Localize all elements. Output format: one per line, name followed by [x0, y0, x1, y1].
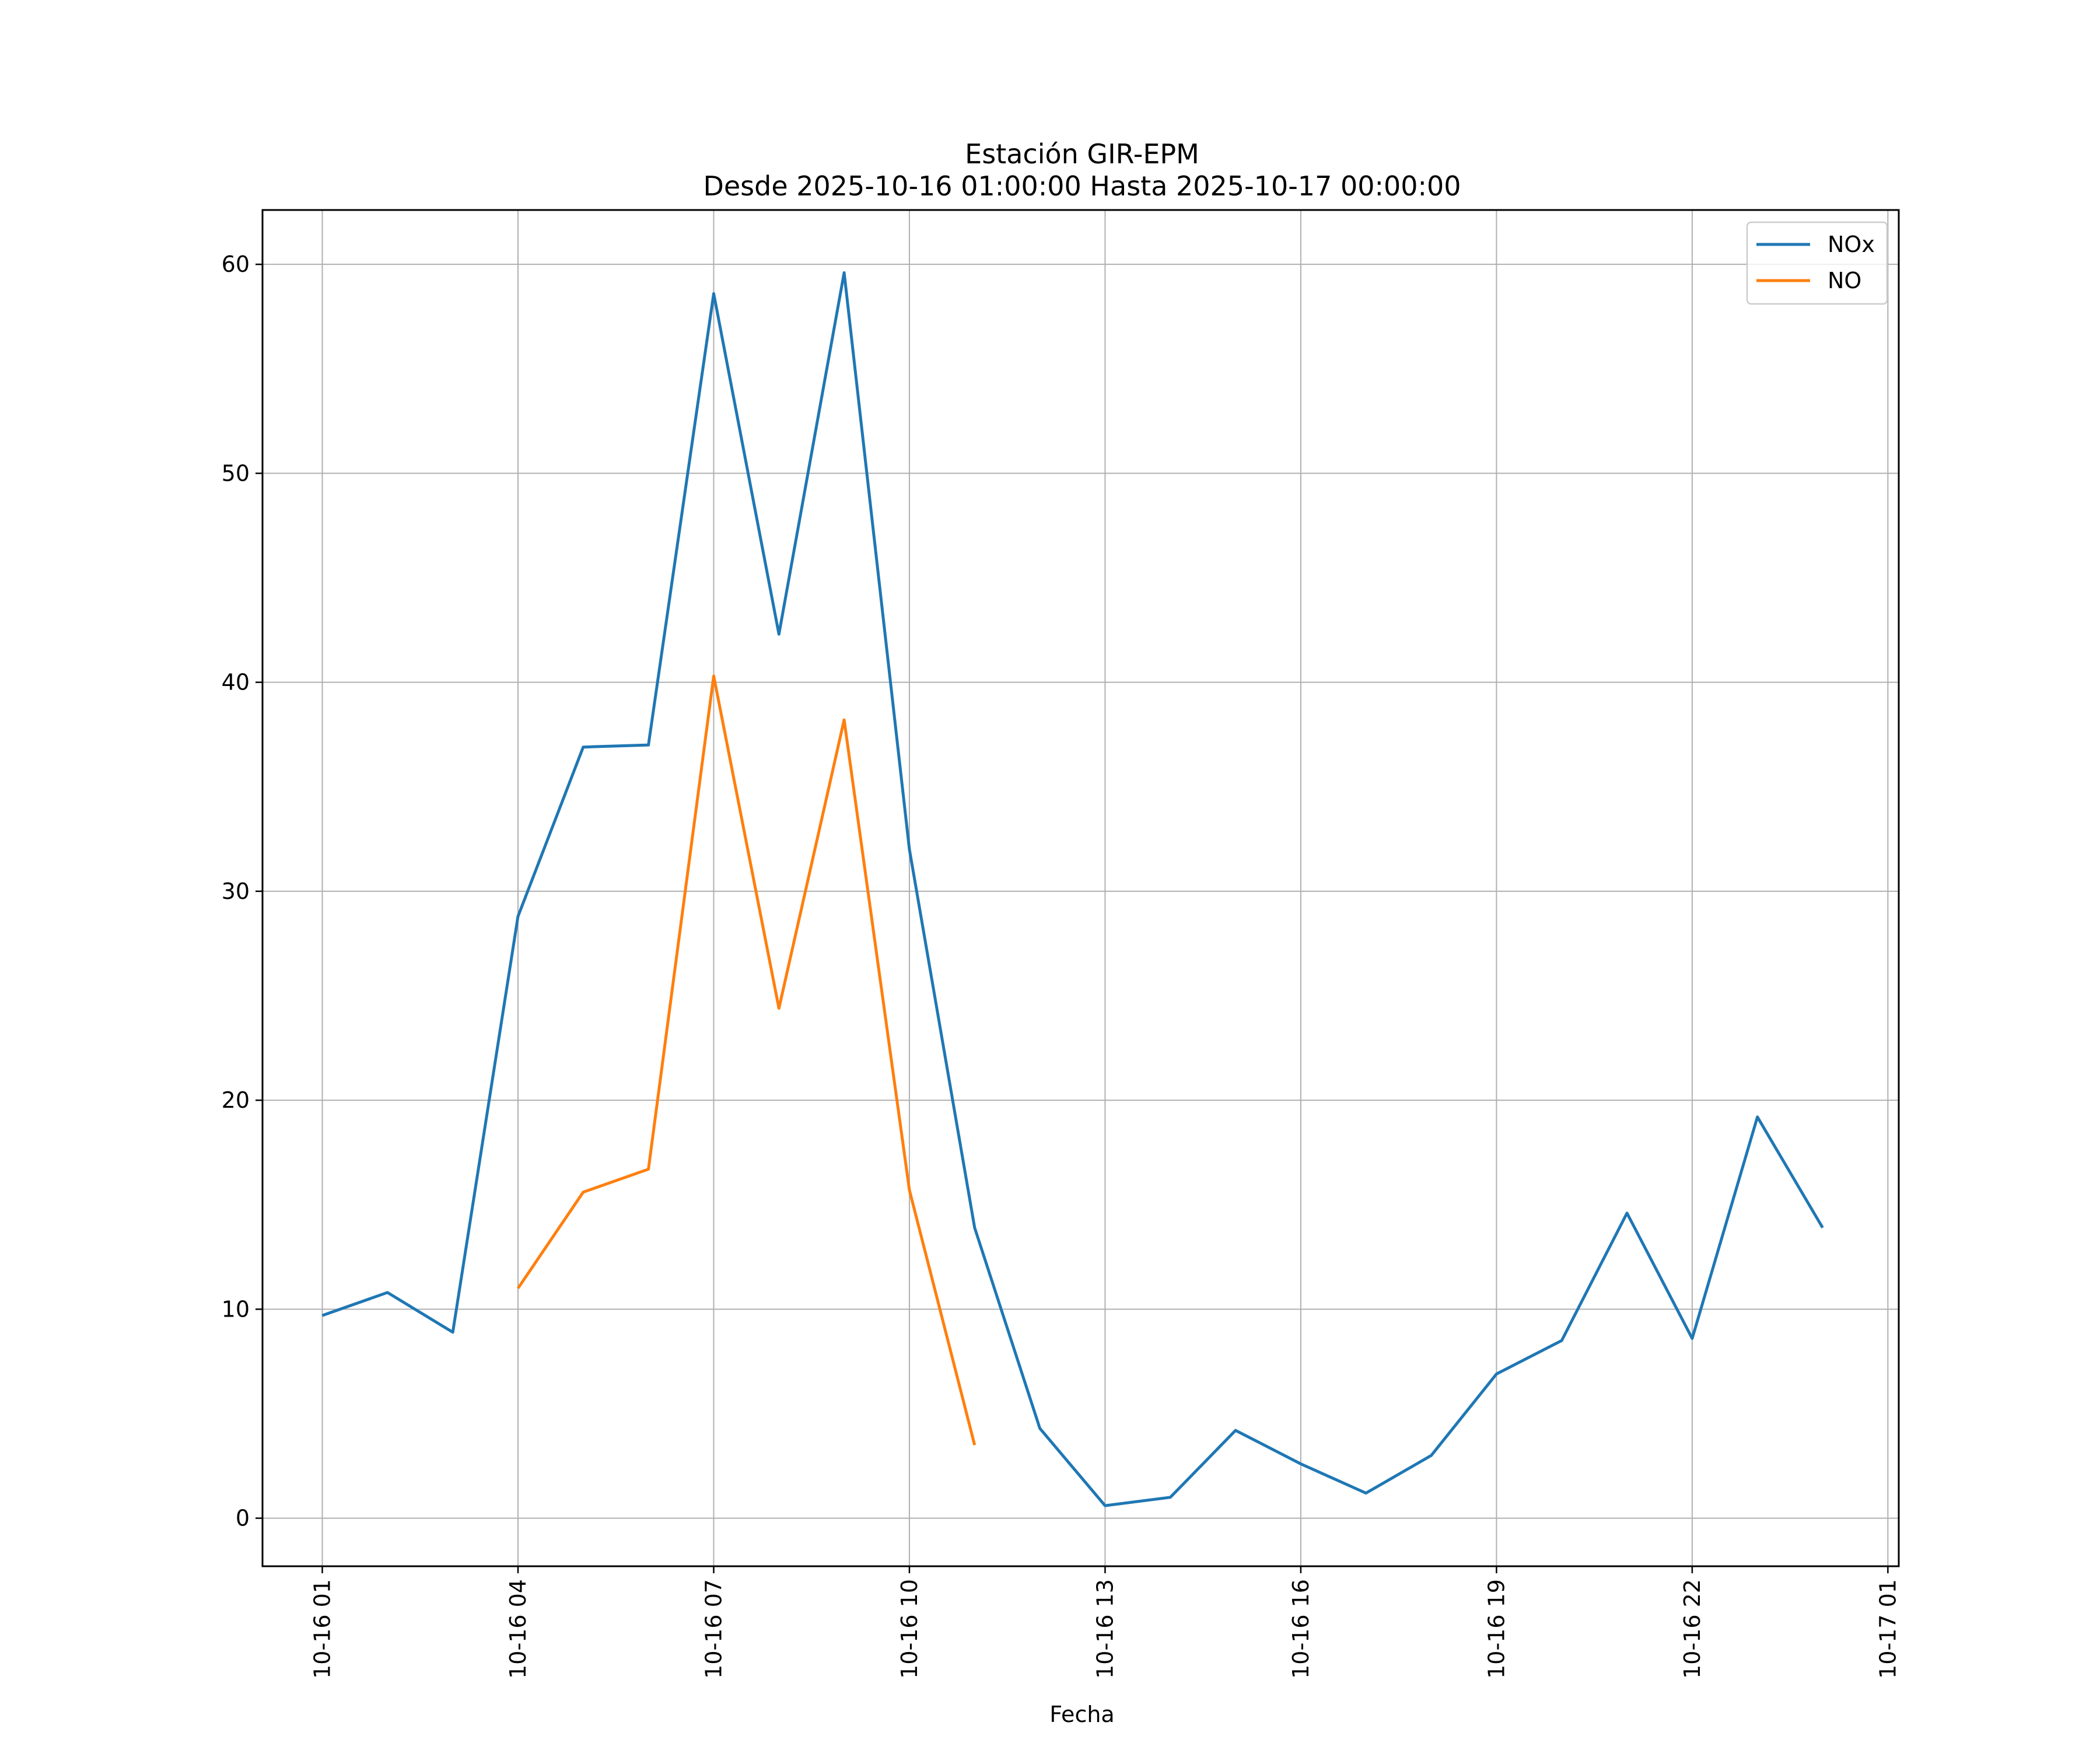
- x-tick-label: 10-16 07: [701, 1579, 726, 1679]
- series-line-no: [516, 674, 977, 1446]
- legend-box: [1746, 221, 1888, 305]
- chart-title: Estación GIR-EPM: [965, 138, 1199, 170]
- x-tick-label: 10-16 22: [1679, 1579, 1705, 1679]
- x-tick-label: 10-16 04: [505, 1579, 531, 1679]
- legend-label-no: NO: [1828, 268, 1861, 293]
- series-line-nox: [321, 271, 1824, 1507]
- x-tick-label: 10-16 10: [897, 1579, 922, 1679]
- chart-subtitle: Desde 2025-10-16 01:00:00 Hasta 2025-10-…: [703, 170, 1461, 202]
- x-tick-label: 10-16 19: [1483, 1579, 1509, 1679]
- plot-area-frame: [261, 209, 1900, 1567]
- y-tick-label: 60: [222, 251, 250, 277]
- y-tick-label: 20: [222, 1087, 250, 1113]
- grid: [262, 210, 1899, 1566]
- series-layer: [321, 271, 1824, 1507]
- x-tick-label: 10-16 16: [1288, 1579, 1314, 1679]
- x-axis-label: Fecha: [1049, 1702, 1114, 1727]
- y-tick-label: 30: [222, 878, 250, 904]
- y-tick-label: 10: [222, 1296, 250, 1322]
- x-tick-label: 10-16 01: [310, 1579, 335, 1679]
- x-tick-label: 10-16 13: [1092, 1579, 1118, 1679]
- x-tick-label: 10-17 01: [1875, 1579, 1901, 1679]
- y-tick-label: 40: [222, 670, 250, 695]
- legend-label-nox: NOx: [1828, 232, 1875, 257]
- y-tick-label: 50: [222, 460, 250, 486]
- y-tick-label: 0: [236, 1506, 250, 1531]
- axis-ticks: 10-16 01 10-16 04 10-16 07 10-16 10 10-16 13…: [222, 251, 1901, 1679]
- legend: NOx NO: [1746, 221, 1888, 305]
